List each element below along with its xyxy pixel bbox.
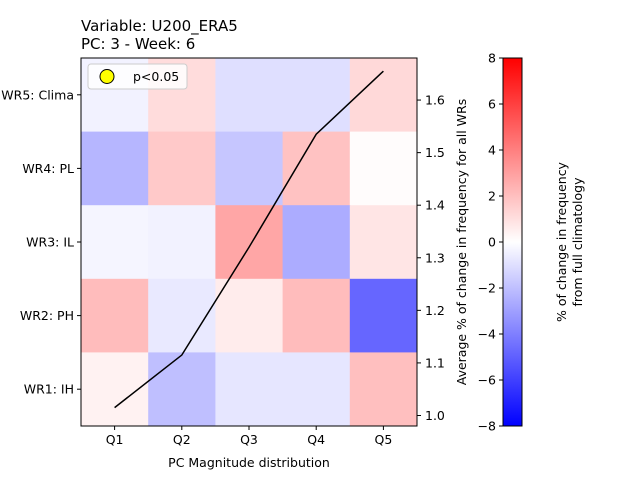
colorbar: [502, 57, 523, 427]
heatmap-cell: [81, 205, 149, 280]
heatmap-cell: [349, 352, 418, 427]
right-y-axis: 1.0 1.1 1.2 1.3 1.4 1.5 1.6: [417, 93, 445, 423]
colorbar-tick-label: 4: [488, 143, 496, 158]
heatmap-cell: [282, 131, 351, 206]
heatmap-cell: [282, 352, 351, 427]
heatmap-cell: [215, 131, 284, 206]
heatmap-cell: [81, 278, 149, 353]
colorbar-tick-label: 2: [488, 189, 496, 204]
colorbar-tick-label: −2: [478, 281, 496, 296]
colorbar-tick-label: 8: [488, 51, 496, 66]
y-tick-label: WR2: PH: [20, 308, 74, 323]
heatmap-cell: [81, 131, 149, 206]
colorbar-label-line2: from full climatology: [570, 177, 585, 307]
x-tick-label: Q1: [106, 432, 124, 447]
y-tick-label: WR4: PL: [22, 161, 74, 176]
legend-label: p<0.05: [133, 69, 179, 84]
x-tick-label: Q2: [173, 432, 191, 447]
heatmap-cell: [148, 352, 216, 427]
right-y-axis-label: Average % of change in frequency for all…: [454, 99, 469, 386]
x-axis: Q1 Q2 Q3 Q4 Q5: [106, 426, 393, 447]
colorbar-ticks: −8 −6 −4 −2 0 2 4 6 8: [478, 51, 503, 434]
legend-marker-circle-icon: [99, 69, 115, 84]
y-tick-label: WR1: IH: [24, 382, 74, 397]
heatmap-cell: [349, 131, 418, 206]
chart-title-line1: Variable: U200_ERA5: [81, 17, 238, 36]
right-y-tick-label: 1.1: [425, 355, 445, 370]
heatmap-cell: [349, 205, 418, 280]
right-y-tick-label: 1.2: [425, 303, 445, 318]
colorbar-tick-label: −4: [478, 327, 496, 342]
average-change-line: [114, 70, 384, 409]
colorbar-tick-label: −6: [478, 373, 496, 388]
right-y-tick-label: 1.6: [425, 93, 445, 108]
x-tick-label: Q3: [240, 432, 258, 447]
heatmap-cell: [215, 278, 284, 353]
legend-box: [87, 63, 188, 90]
right-y-tick-label: 1.4: [425, 198, 445, 213]
x-axis-label: PC Magnitude distribution: [168, 455, 330, 470]
heatmap-cell: [148, 205, 216, 280]
right-y-tick-label: 1.0: [425, 408, 445, 423]
right-y-tick-label: 1.3: [425, 250, 445, 265]
colorbar-tick-label: 0: [488, 235, 496, 250]
heatmap-cells: [81, 58, 418, 427]
y-tick-label: WR5: Clima: [1, 87, 74, 102]
colorbar-tick-label: −8: [478, 419, 496, 434]
x-tick-label: Q4: [307, 432, 325, 447]
left-y-axis: WR5: Clima WR4: PL WR3: IL WR2: PH WR1: IH: [1, 87, 81, 397]
heatmap-cell: [148, 278, 216, 353]
colorbar-label-line1: % of change in frequency: [554, 161, 569, 322]
legend: p<0.05: [87, 63, 188, 90]
heatmap-cell: [282, 278, 351, 353]
colorbar-tick-label: 6: [488, 97, 496, 112]
heatmap-cell: [349, 58, 418, 133]
chart-title-line2: PC: 3 - Week: 6: [81, 35, 195, 53]
heatmap-cell: [349, 278, 418, 353]
x-tick-label: Q5: [375, 432, 393, 447]
heatmap-cell: [282, 58, 351, 133]
heatmap-cell: [148, 131, 216, 206]
right-y-tick-label: 1.5: [425, 145, 445, 160]
heatmap-cell: [215, 205, 284, 280]
heatmap-cell: [215, 352, 284, 427]
heatmap-cell: [215, 58, 284, 133]
heatmap-cell: [282, 205, 351, 280]
y-tick-label: WR3: IL: [26, 235, 74, 250]
